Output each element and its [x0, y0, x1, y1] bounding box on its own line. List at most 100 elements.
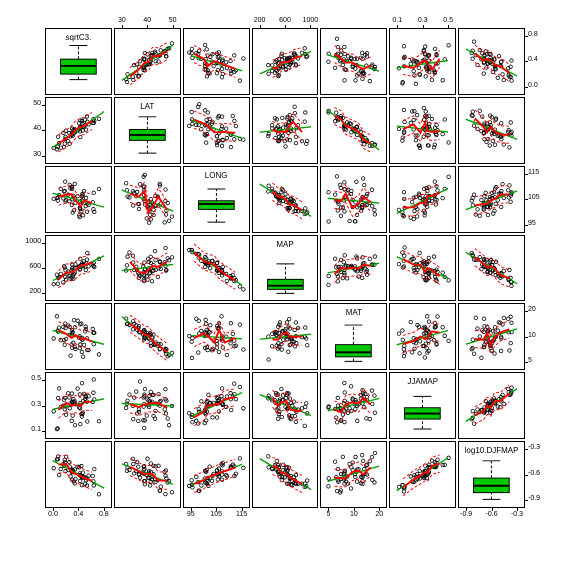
variable-label: sqrtC3.: [46, 33, 111, 42]
scatter-panel: [320, 441, 387, 508]
axis-tick-label: 0.1: [387, 17, 407, 24]
scatter: [46, 236, 111, 301]
scatter-panel: [389, 166, 456, 233]
scatter: [390, 442, 455, 507]
variable-label: JJAMAP: [390, 377, 455, 386]
scatter: [46, 98, 111, 163]
axis-tick-label: 600: [21, 263, 41, 270]
scatter: [184, 98, 249, 163]
scatter-panel: [183, 303, 250, 370]
scatter-panel: [183, 372, 250, 439]
scatter: [184, 442, 249, 507]
axis-tick-label: -0.3: [507, 511, 527, 518]
scatter: [321, 373, 386, 438]
scatter-panel: [320, 372, 387, 439]
axis-tick-label: 10: [344, 511, 364, 518]
axis-tick-label: 115: [528, 169, 550, 176]
scatter-panel: [320, 97, 387, 164]
scatter-panel: [45, 235, 112, 302]
scatter-panel: [45, 441, 112, 508]
axis-tick-label: 30: [112, 17, 132, 24]
axis-tick-label: -0.9: [456, 511, 476, 518]
axis-tick-label: 0.5: [21, 375, 41, 382]
axis-tick-label: 0.3: [413, 17, 433, 24]
axis-tick-label: 0.1: [21, 426, 41, 433]
axis-tick-label: 600: [275, 17, 295, 24]
axis-tick-label: 0.8: [528, 31, 550, 38]
scatter: [46, 373, 111, 438]
scatter-panel: [45, 97, 112, 164]
axis-tick-label: 95: [528, 220, 550, 227]
scatter: [46, 167, 111, 232]
axis-tick-label: 50: [21, 100, 41, 107]
scatter: [184, 236, 249, 301]
axis-tick-label: 105: [528, 194, 550, 201]
axis-tick-label: 10: [528, 332, 550, 339]
scatter: [459, 98, 524, 163]
scatter-panel: [252, 303, 319, 370]
scatter: [321, 442, 386, 507]
diagonal-panel: LONG: [183, 166, 250, 233]
axis-tick-label: 200: [21, 288, 41, 295]
scatter-panel: [114, 303, 181, 370]
scatter-panel: [183, 28, 250, 95]
scatter-panel: [389, 303, 456, 370]
scatter: [459, 167, 524, 232]
scatter: [115, 373, 180, 438]
diagonal-panel: log10.DJFMAP: [458, 441, 525, 508]
variable-label: MAT: [321, 308, 386, 317]
scatter: [46, 442, 111, 507]
axis-tick-label: -0.6: [528, 470, 550, 477]
scatter: [321, 98, 386, 163]
axis-tick-label: 0.4: [68, 511, 88, 518]
axis-tick-label: 0.0: [528, 82, 550, 89]
scatter-panel: [458, 303, 525, 370]
pairs-plot-matrix: sqrtC3. 30 40 50 200 600 1000 0.1 0.3 0.5 0.0 0.4 0.…: [0, 0, 576, 576]
axis-tick-label: -0.6: [482, 511, 502, 518]
scatter: [115, 442, 180, 507]
scatter: [253, 29, 318, 94]
axis-tick-label: -0.9: [528, 495, 550, 502]
axis-tick-label: 1000: [300, 17, 320, 24]
scatter: [253, 167, 318, 232]
axis-tick-label: 20: [528, 306, 550, 313]
axis-tick-label: 0.4: [528, 56, 550, 63]
scatter-panel: [458, 235, 525, 302]
scatter-panel: [252, 166, 319, 233]
scatter: [390, 29, 455, 94]
scatter-panel: [114, 28, 181, 95]
scatter-panel: [389, 441, 456, 508]
scatter-panel: [389, 235, 456, 302]
scatter-panel: [45, 166, 112, 233]
scatter-panel: [320, 166, 387, 233]
axis-tick-label: 50: [163, 17, 183, 24]
scatter-panel: [458, 166, 525, 233]
scatter-panel: [45, 303, 112, 370]
scatter-panel: [183, 441, 250, 508]
scatter: [184, 304, 249, 369]
scatter: [459, 236, 524, 301]
scatter: [184, 29, 249, 94]
axis-tick-label: 95: [181, 511, 201, 518]
axis-tick-label: 0.5: [438, 17, 458, 24]
scatter-panel: [458, 97, 525, 164]
axis-tick-label: 1000: [21, 238, 41, 245]
scatter: [115, 29, 180, 94]
scatter: [390, 167, 455, 232]
scatter: [115, 304, 180, 369]
scatter-panel: [252, 441, 319, 508]
scatter: [321, 167, 386, 232]
scatter-panel: [45, 372, 112, 439]
axis-tick-label: 30: [21, 151, 41, 158]
scatter-panel: [320, 28, 387, 95]
variable-label: LONG: [184, 171, 249, 180]
scatter-panel: [114, 441, 181, 508]
diagonal-panel: sqrtC3.: [45, 28, 112, 95]
scatter-panel: [458, 372, 525, 439]
scatter: [253, 98, 318, 163]
axis-tick-label: 5: [528, 357, 550, 364]
axis-tick-label: 40: [137, 17, 157, 24]
scatter: [46, 304, 111, 369]
scatter-panel: [389, 97, 456, 164]
scatter: [115, 236, 180, 301]
